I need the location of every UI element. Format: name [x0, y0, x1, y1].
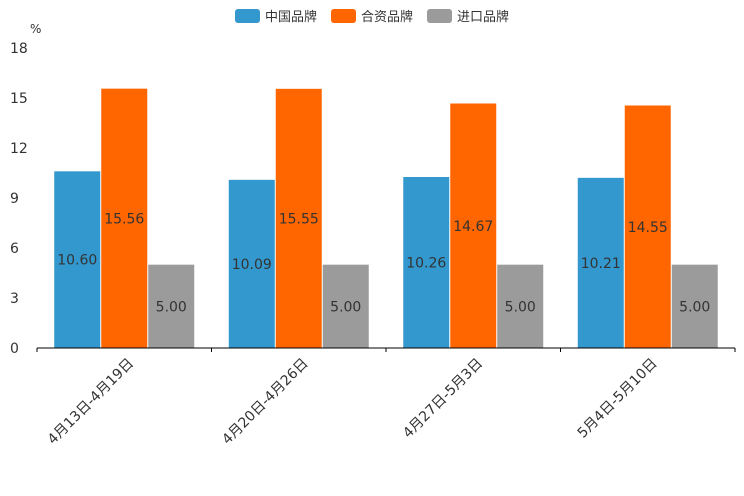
legend-item-joint-venture-brand[interactable]: 合资品牌: [330, 6, 413, 25]
bar[interactable]: [228, 179, 275, 348]
bar-value-label: 14.67: [453, 219, 493, 235]
bar-value-label: 5.00: [679, 299, 710, 315]
bar-value-label: 10.60: [57, 253, 97, 269]
bar-value-label: 5.00: [330, 299, 361, 315]
legend-item-china-brand[interactable]: 中国品牌: [234, 6, 317, 25]
legend-label-joint-venture-brand: 合资品牌: [360, 10, 413, 25]
bars-group: 10.60 15.56 5.00 10.09 15.55 5.00 10.26 14.67 5.…: [54, 88, 718, 349]
x-tick-label: 5月4日-5月10日: [575, 356, 661, 442]
bar[interactable]: [54, 171, 101, 348]
bar-value-label: 5.00: [156, 299, 187, 315]
x-axis: 4月13日-4月19日 4月20日-4月26日 4月27日-5月3日 5月4日-5月1…: [36, 347, 736, 448]
legend-label-china-brand: 中国品牌: [264, 10, 317, 25]
bar[interactable]: [322, 264, 369, 348]
bar[interactable]: [577, 177, 624, 348]
legend: 中国品牌 合资品牌 进口品牌: [0, 6, 744, 25]
x-tick-label: 4月20日-4月26日: [219, 356, 311, 448]
bar-value-label: 15.56: [104, 211, 144, 227]
legend-label-import-brand: 进口品牌: [457, 10, 510, 25]
x-tick-label: 4月13日-4月19日: [45, 356, 137, 448]
legend-swatch-import-brand: [427, 8, 452, 23]
y-tick-label: 15: [10, 91, 28, 107]
bar-value-label: 5.00: [505, 299, 536, 315]
bar[interactable]: [101, 88, 148, 349]
y-axis: 0 3 6 9 12 15 18: [10, 41, 28, 357]
y-tick-label: 3: [10, 291, 19, 307]
bar[interactable]: [275, 88, 322, 348]
y-tick-label: 12: [10, 141, 28, 157]
y-tick-label: 18: [10, 41, 28, 57]
bar-value-label: 10.21: [581, 256, 621, 272]
y-axis-unit-label: %: [30, 22, 41, 36]
bar-value-label: 15.55: [279, 211, 319, 227]
bar-value-label: 10.09: [232, 257, 272, 273]
bar[interactable]: [403, 177, 450, 348]
x-tick-label: 4月27日-5月3日: [400, 356, 486, 442]
legend-swatch-china-brand: [234, 8, 260, 23]
legend-swatch-joint-venture-brand: [330, 8, 356, 23]
bar[interactable]: [450, 103, 497, 349]
bar[interactable]: [624, 105, 671, 349]
bar[interactable]: [497, 264, 544, 348]
legend-item-import-brand[interactable]: 进口品牌: [427, 6, 509, 25]
y-tick-label: 9: [10, 191, 19, 207]
bar[interactable]: [671, 264, 718, 348]
bar[interactable]: [148, 264, 195, 348]
bar-value-label: 10.26: [406, 256, 446, 272]
bar-value-label: 14.55: [628, 220, 668, 236]
y-tick-label: 0: [10, 341, 19, 357]
y-tick-label: 6: [10, 241, 19, 257]
